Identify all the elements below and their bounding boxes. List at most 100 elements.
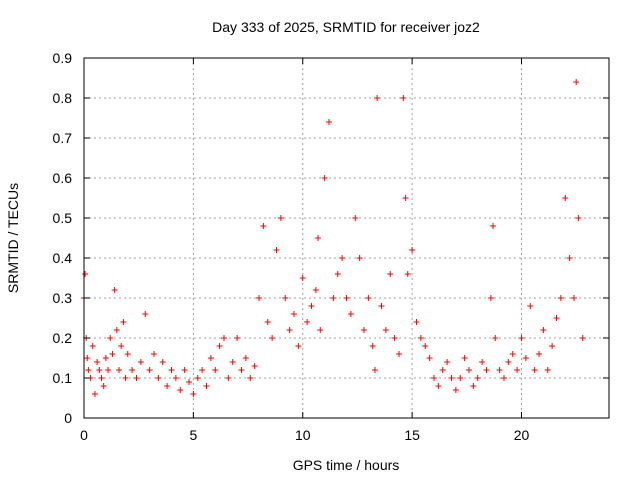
data-point bbox=[413, 319, 420, 325]
data-point bbox=[286, 327, 293, 333]
data-point bbox=[282, 295, 289, 301]
data-point bbox=[96, 367, 103, 373]
data-point bbox=[514, 367, 521, 373]
y-tick-label: 0.9 bbox=[53, 50, 73, 66]
data-point bbox=[527, 303, 534, 309]
data-point bbox=[133, 375, 140, 381]
data-point bbox=[199, 367, 206, 373]
data-point bbox=[417, 335, 424, 341]
data-point bbox=[448, 375, 455, 381]
data-point bbox=[439, 367, 446, 373]
data-point bbox=[177, 387, 184, 393]
data-point bbox=[238, 367, 245, 373]
data-point bbox=[487, 295, 494, 301]
data-point bbox=[82, 271, 89, 277]
data-point bbox=[361, 327, 367, 333]
data-point bbox=[308, 303, 315, 309]
data-point bbox=[483, 367, 490, 373]
data-point bbox=[146, 367, 153, 373]
data-point bbox=[277, 215, 284, 221]
data-point bbox=[155, 375, 162, 381]
y-tick-label: 0.8 bbox=[53, 90, 73, 106]
data-point bbox=[496, 367, 503, 373]
data-point bbox=[474, 375, 481, 381]
data-point bbox=[444, 359, 451, 365]
data-point bbox=[151, 351, 157, 357]
data-point bbox=[122, 375, 129, 381]
data-point bbox=[347, 311, 354, 317]
data-point bbox=[291, 311, 297, 317]
data-point bbox=[557, 295, 564, 301]
data-point bbox=[181, 367, 188, 373]
data-point bbox=[426, 355, 433, 361]
y-tick-label: 0.3 bbox=[53, 290, 73, 306]
data-point bbox=[501, 375, 507, 381]
data-point bbox=[116, 367, 122, 373]
data-point bbox=[352, 215, 359, 221]
data-point bbox=[102, 355, 109, 361]
data-point bbox=[264, 319, 271, 325]
data-point bbox=[113, 327, 120, 333]
data-point bbox=[435, 383, 442, 389]
data-point bbox=[422, 343, 429, 349]
y-tick-label: 0.2 bbox=[53, 330, 73, 346]
data-point bbox=[120, 319, 127, 325]
data-point bbox=[260, 223, 267, 229]
data-point bbox=[518, 335, 525, 341]
data-point bbox=[229, 359, 236, 365]
y-axis-label: SRMTID / TECUs bbox=[5, 183, 21, 293]
data-point bbox=[339, 255, 346, 261]
data-point bbox=[466, 367, 472, 373]
data-point bbox=[404, 271, 411, 277]
data-point bbox=[330, 295, 337, 301]
data-point bbox=[531, 367, 538, 373]
data-point bbox=[207, 355, 214, 361]
data-point bbox=[142, 311, 149, 317]
data-point bbox=[118, 343, 125, 349]
data-point bbox=[490, 223, 497, 229]
data-point bbox=[190, 391, 197, 397]
data-point bbox=[312, 287, 319, 293]
x-tick-label: 15 bbox=[404, 427, 420, 443]
data-point bbox=[85, 367, 92, 373]
data-point bbox=[566, 255, 573, 261]
y-tick-label: 0.7 bbox=[53, 130, 73, 146]
data-point bbox=[225, 375, 232, 381]
x-tick-label: 0 bbox=[80, 427, 88, 443]
data-point bbox=[365, 295, 372, 301]
data-point bbox=[242, 355, 249, 361]
data-point bbox=[172, 375, 179, 381]
data-point bbox=[299, 275, 306, 281]
plot-frame bbox=[83, 57, 610, 419]
data-point bbox=[91, 391, 98, 397]
axis-ticks bbox=[83, 57, 609, 419]
x-tick-label: 10 bbox=[295, 427, 311, 443]
data-point bbox=[505, 359, 512, 365]
data-point bbox=[194, 375, 201, 381]
data-point bbox=[387, 271, 394, 277]
y-tick-label: 0.5 bbox=[53, 210, 73, 226]
data-point bbox=[203, 383, 210, 389]
data-point bbox=[374, 95, 381, 101]
data-point bbox=[295, 343, 302, 349]
data-point bbox=[234, 335, 241, 341]
data-point bbox=[579, 335, 586, 341]
data-point bbox=[461, 355, 468, 361]
data-point bbox=[84, 355, 91, 361]
data-point bbox=[396, 351, 402, 357]
data-point bbox=[247, 375, 254, 381]
data-point bbox=[98, 375, 105, 381]
data-point bbox=[400, 95, 407, 101]
y-tick-label: 0.4 bbox=[53, 250, 73, 266]
data-point bbox=[378, 303, 385, 309]
y-tick-label: 0.1 bbox=[53, 370, 73, 386]
data-point bbox=[573, 79, 580, 85]
data-point bbox=[269, 335, 276, 341]
data-point bbox=[369, 343, 376, 349]
data-point bbox=[164, 383, 171, 389]
data-point bbox=[111, 287, 118, 293]
y-tick-label: 0 bbox=[64, 410, 72, 426]
data-point bbox=[100, 383, 107, 389]
data-point bbox=[317, 327, 324, 333]
